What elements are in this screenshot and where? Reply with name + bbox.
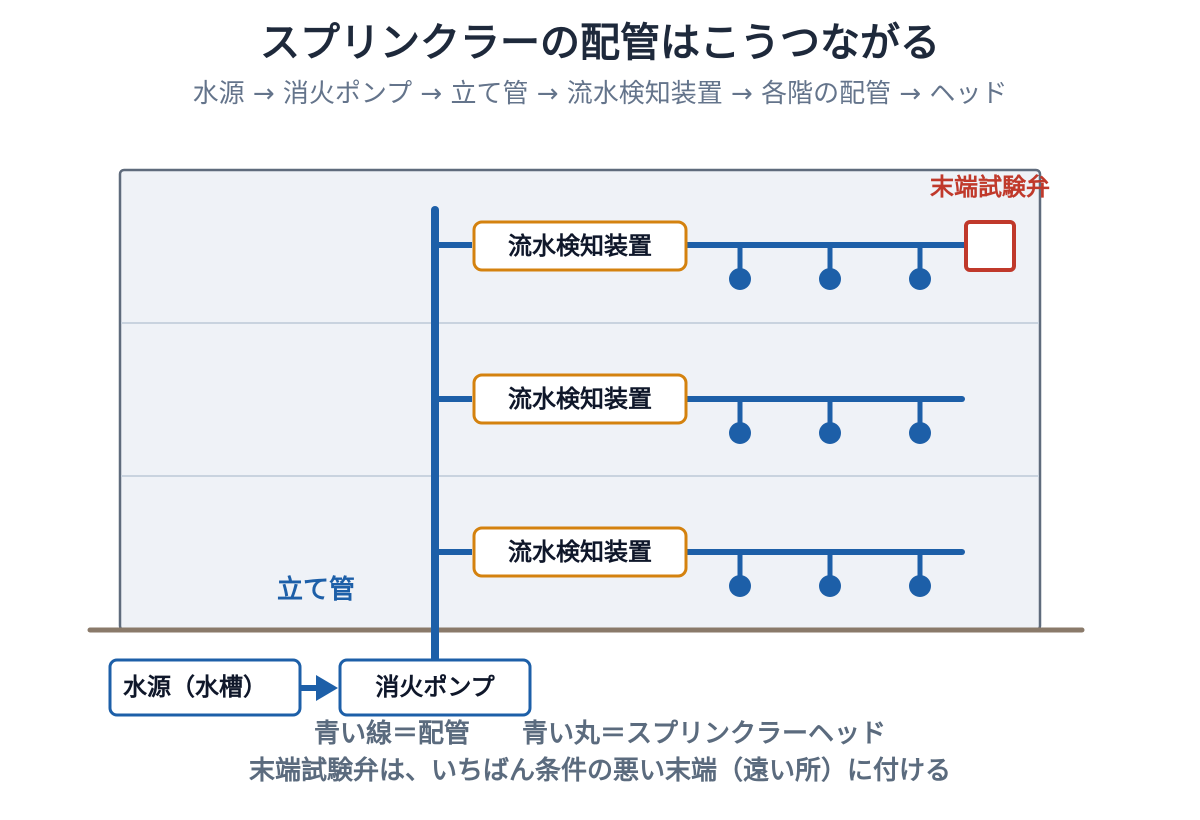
diagram-title: スプリンクラーの配管はこうつながる	[260, 20, 940, 66]
sprinkler-head	[729, 575, 751, 597]
flow-arrow-icon	[316, 675, 338, 701]
test-valve-box	[964, 220, 1016, 272]
sprinkler-head	[729, 268, 751, 290]
legend-line-1: 青い線＝配管 青い丸＝スプリンクラーヘッド	[314, 718, 886, 749]
sprinkler-head	[909, 422, 931, 444]
legend-line-2: 末端試験弁は、いちばん条件の悪い末端（遠い所）に付ける	[249, 755, 951, 786]
flow-detector-label: 流水検知装置	[508, 385, 652, 413]
sprinkler-head	[909, 575, 931, 597]
flow-detector-box	[472, 526, 688, 578]
pump-box	[338, 658, 532, 717]
floor-top: 流水検知装置 末端試験弁	[435, 173, 1050, 290]
pump-label: 消火ポンプ	[375, 673, 495, 701]
sprinkler-head	[909, 268, 931, 290]
sprinkler-head	[819, 575, 841, 597]
flow-detector-box	[472, 220, 688, 272]
flow-detector-label: 流水検知装置	[508, 232, 652, 260]
diagram-subtitle: 水源 → 消火ポンプ → 立て管 → 流水検知装置 → 各階の配管 → ヘッド	[193, 79, 1008, 109]
sprinkler-head	[729, 422, 751, 444]
floor-bottom: 流水検知装置	[435, 526, 965, 597]
test-valve-label: 末端試験弁	[930, 173, 1050, 201]
flow-detector-label: 流水検知装置	[508, 538, 652, 566]
water-source-label: 水源（水槽）	[123, 673, 267, 701]
floor-middle: 流水検知装置	[435, 373, 965, 444]
riser-label: 立て管	[277, 574, 355, 605]
sprinkler-head	[819, 422, 841, 444]
sprinkler-head	[819, 268, 841, 290]
flow-detector-box	[472, 373, 688, 425]
